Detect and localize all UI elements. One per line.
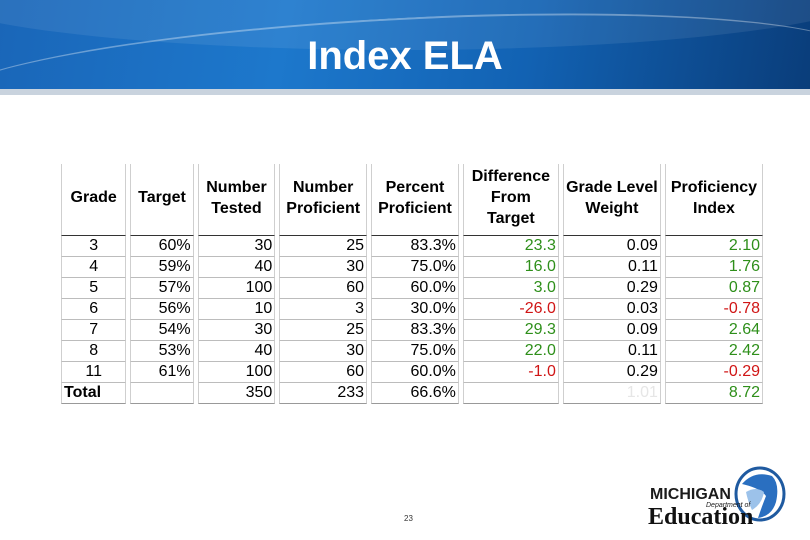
slide-title: Index ELA (307, 34, 503, 78)
cell-proficiency-index: 1.76 (664, 257, 763, 278)
cell-number-proficient: 30 (279, 341, 368, 362)
cell-grade-level-weight: 0.09 (562, 320, 661, 341)
total-target (130, 383, 194, 404)
cell-percent-proficient: 30.0% (371, 299, 459, 320)
total-tested: 350 (197, 383, 276, 404)
table-row: 8 53% 40 30 75.0% 22.0 0.11 2.42 (61, 341, 763, 362)
cell-proficiency-index: 2.10 (664, 236, 763, 257)
cell-grade-level-weight: 0.11 (562, 257, 661, 278)
table-row: 7 54% 30 25 83.3% 29.3 0.09 2.64 (61, 320, 763, 341)
total-index: 8.72 (664, 383, 763, 404)
table-row: 11 61% 100 60 60.0% -1.0 0.29 -0.29 (61, 362, 763, 383)
header-grade-level-weight: Grade Level Weight (562, 164, 661, 236)
title-banner (0, 0, 810, 95)
cell-difference-from-target: 22.0 (462, 341, 559, 362)
cell-grade-level-weight: 0.03 (562, 299, 661, 320)
header-proficiency-index: Proficiency Index (664, 164, 763, 236)
total-row: Total 350 233 66.6% 1.01 8.72 (61, 383, 763, 404)
logo-department-text: Department of (706, 502, 751, 509)
table-row: 3 60% 30 25 83.3% 23.3 0.09 2.10 (61, 236, 763, 257)
cell-grade: 5 (61, 278, 127, 299)
cell-percent-proficient: 83.3% (371, 236, 459, 257)
header-percent-proficient: Percent Proficient (371, 164, 459, 236)
header-grade: Grade (61, 164, 127, 236)
cell-target: 60% (130, 236, 194, 257)
cell-difference-from-target: -1.0 (462, 362, 559, 383)
total-percent: 66.6% (371, 383, 459, 404)
header-target: Target (130, 164, 194, 236)
table-header-row: Grade Target Number Tested Number Profic… (61, 164, 763, 236)
cell-grade: 8 (61, 341, 127, 362)
logo-michigan-text: MICHIGAN (650, 486, 731, 503)
cell-proficiency-index: 2.64 (664, 320, 763, 341)
cell-number-tested: 100 (197, 278, 276, 299)
cell-proficiency-index: -0.29 (664, 362, 763, 383)
cell-proficiency-index: 0.87 (664, 278, 763, 299)
table-row: 4 59% 40 30 75.0% 16.0 0.11 1.76 (61, 257, 763, 278)
total-weight: 1.01 (562, 383, 661, 404)
table-row: 5 57% 100 60 60.0% 3.0 0.29 0.87 (61, 278, 763, 299)
cell-grade-level-weight: 0.29 (562, 278, 661, 299)
cell-percent-proficient: 75.0% (371, 341, 459, 362)
total-label: Total (61, 383, 127, 404)
cell-number-proficient: 25 (279, 320, 368, 341)
total-difference (462, 383, 559, 404)
cell-target: 54% (130, 320, 194, 341)
cell-grade-level-weight: 0.09 (562, 236, 661, 257)
cell-percent-proficient: 83.3% (371, 320, 459, 341)
cell-proficiency-index: -0.78 (664, 299, 763, 320)
cell-target: 56% (130, 299, 194, 320)
cell-grade: 3 (61, 236, 127, 257)
cell-grade: 11 (61, 362, 127, 383)
logo-education-text: Education (648, 504, 754, 530)
cell-difference-from-target: -26.0 (462, 299, 559, 320)
cell-proficiency-index: 2.42 (664, 341, 763, 362)
cell-difference-from-target: 29.3 (462, 320, 559, 341)
cell-number-proficient: 3 (279, 299, 368, 320)
michigan-map-icon (734, 466, 786, 522)
cell-percent-proficient: 60.0% (371, 278, 459, 299)
cell-grade: 4 (61, 257, 127, 278)
cell-percent-proficient: 75.0% (371, 257, 459, 278)
cell-grade: 6 (61, 299, 127, 320)
page-number: 23 (404, 514, 413, 523)
cell-difference-from-target: 23.3 (462, 236, 559, 257)
table-row: 6 56% 10 3 30.0% -26.0 0.03 -0.78 (61, 299, 763, 320)
cell-number-tested: 100 (197, 362, 276, 383)
header-number-tested: Number Tested (197, 164, 276, 236)
cell-number-proficient: 60 (279, 278, 368, 299)
cell-grade: 7 (61, 320, 127, 341)
cell-number-tested: 10 (197, 299, 276, 320)
cell-number-tested: 30 (197, 320, 276, 341)
cell-target: 61% (130, 362, 194, 383)
cell-number-proficient: 25 (279, 236, 368, 257)
cell-difference-from-target: 16.0 (462, 257, 559, 278)
cell-number-proficient: 30 (279, 257, 368, 278)
cell-number-tested: 30 (197, 236, 276, 257)
cell-target: 57% (130, 278, 194, 299)
cell-percent-proficient: 60.0% (371, 362, 459, 383)
cell-number-tested: 40 (197, 257, 276, 278)
header-number-proficient: Number Proficient (279, 164, 368, 236)
cell-grade-level-weight: 0.29 (562, 362, 661, 383)
ela-index-table: Grade Target Number Tested Number Profic… (57, 164, 767, 404)
cell-number-proficient: 60 (279, 362, 368, 383)
header-difference-from-target: Difference From Target (462, 164, 559, 236)
cell-grade-level-weight: 0.11 (562, 341, 661, 362)
banner-stripe (0, 89, 810, 95)
michigan-education-logo: MICHIGAN Department of Education (646, 462, 786, 532)
cell-target: 59% (130, 257, 194, 278)
cell-target: 53% (130, 341, 194, 362)
cell-number-tested: 40 (197, 341, 276, 362)
cell-difference-from-target: 3.0 (462, 278, 559, 299)
total-proficient: 233 (279, 383, 368, 404)
